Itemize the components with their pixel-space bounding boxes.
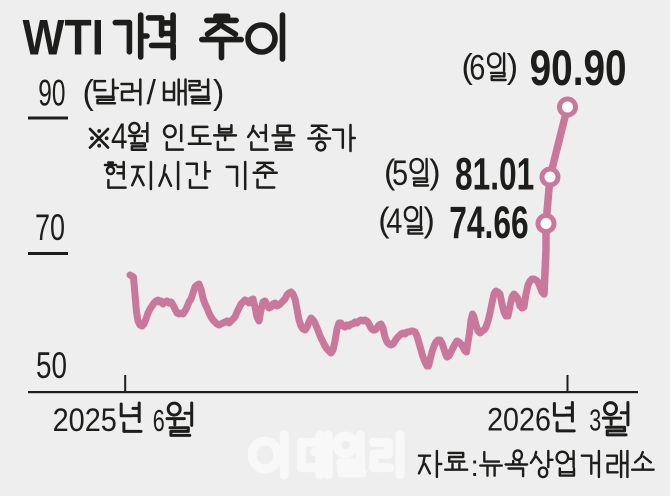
- svg-text:4: 4: [386, 201, 402, 241]
- svg-text:74.66: 74.66: [449, 197, 528, 248]
- svg-text:90.90: 90.90: [530, 40, 627, 96]
- svg-text:WTI: WTI: [23, 10, 105, 66]
- svg-text:(: (: [83, 74, 95, 112]
- svg-text:2026: 2026: [487, 401, 551, 437]
- svg-text:(: (: [384, 154, 396, 192]
- svg-text:/: /: [147, 74, 157, 112]
- svg-text::: :: [471, 450, 479, 483]
- svg-text:): ): [424, 202, 435, 240]
- svg-text:90: 90: [38, 73, 65, 114]
- svg-text:3: 3: [589, 402, 601, 437]
- svg-text:70: 70: [35, 207, 65, 248]
- svg-text:): ): [429, 154, 440, 192]
- svg-text:6: 6: [469, 48, 485, 88]
- svg-text:50: 50: [36, 345, 67, 386]
- svg-text:): ): [213, 74, 224, 112]
- svg-text:(: (: [378, 202, 390, 240]
- svg-text:(: (: [462, 48, 474, 86]
- svg-text:4: 4: [111, 115, 128, 156]
- svg-text:5: 5: [392, 153, 408, 193]
- svg-text:6: 6: [153, 403, 165, 438]
- svg-text:81.01: 81.01: [455, 149, 534, 200]
- svg-text:): ): [507, 48, 518, 86]
- svg-text:2025: 2025: [53, 402, 117, 438]
